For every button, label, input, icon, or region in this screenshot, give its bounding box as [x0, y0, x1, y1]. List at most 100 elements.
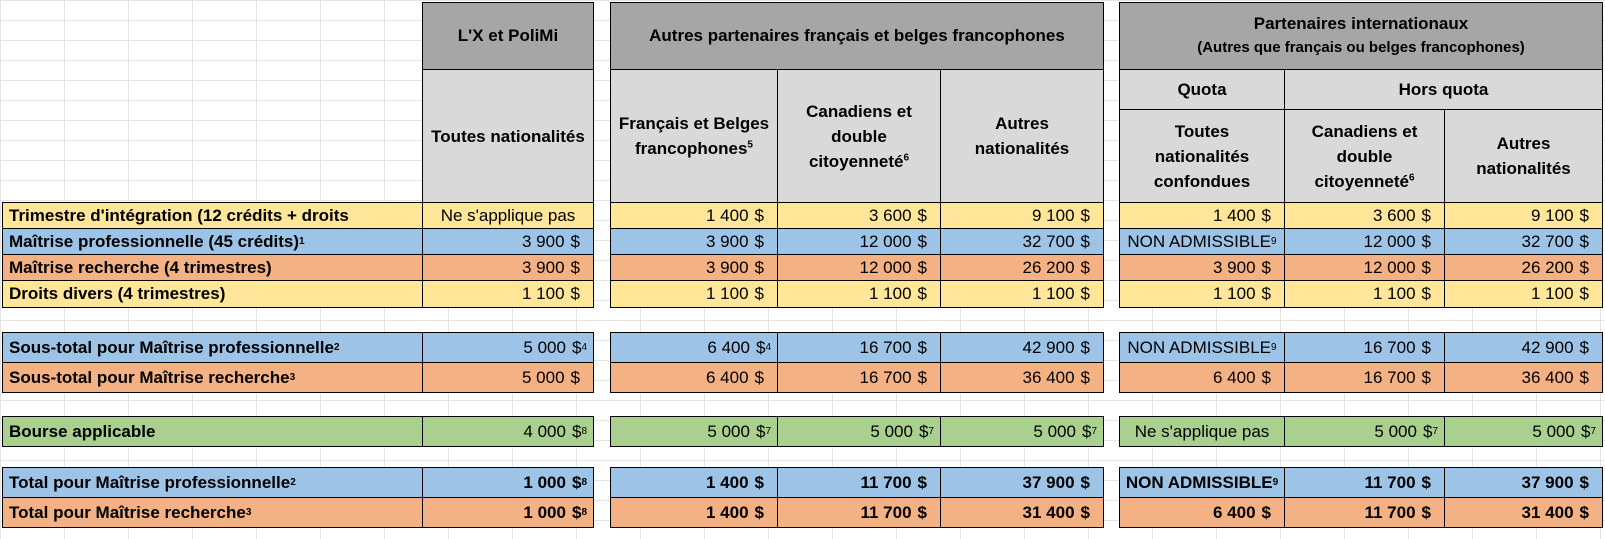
currency-symbol: $ — [917, 257, 927, 277]
cell-fr2-bourse: 5 000 $7 — [777, 416, 941, 447]
amount-value: 3 600 — [868, 205, 912, 225]
amount-value: 5 000 — [870, 421, 913, 441]
currency-symbol: $ — [1579, 205, 1589, 225]
subheader-fr2-line2: double — [831, 126, 887, 146]
amount-value: 37 900 — [1521, 472, 1574, 492]
amount-value: 16 700 — [1363, 367, 1416, 387]
cell-x-maitrise-pro: 3 900 $ — [422, 228, 594, 255]
cell-i1-trimestre: 1 400 $ — [1119, 202, 1285, 229]
subheader-i3-line1: Autres — [1496, 134, 1551, 153]
cell-fr2-tot-rech: 11 700 $ — [777, 497, 941, 528]
cell-text: NON ADMISSIBLE — [1127, 337, 1272, 357]
row-label-tot-pro: Total pour Maîtrise professionnelle 2 — [2, 467, 423, 498]
cell-fr3-tot-pro: 37 900 $ — [940, 467, 1104, 498]
currency-symbol: $ — [1080, 472, 1090, 492]
currency-symbol: $ — [755, 337, 766, 357]
amount-value: 37 900 — [1022, 472, 1075, 492]
amount-value: 1 000 — [523, 502, 566, 522]
cell-i2-bourse: 5 000 $7 — [1284, 416, 1445, 447]
subheader-fr1-line1: Français et Belges — [618, 114, 770, 133]
currency-symbol: $ — [1261, 284, 1271, 303]
amount-value: 5 000 — [521, 367, 565, 387]
currency-symbol: $ — [1421, 231, 1431, 251]
currency-symbol: $ — [1580, 421, 1591, 441]
cell-text: NON ADMISSIBLE — [1125, 472, 1273, 492]
amount-value: 1 400 — [1212, 205, 1256, 225]
subheader-i3-line2: nationalités — [1476, 159, 1571, 178]
row-label-text: Total pour Maîtrise recherche — [9, 502, 246, 522]
currency-symbol: $ — [1421, 284, 1431, 303]
cell-fr2-maitrise-pro: 12 000 $ — [777, 228, 941, 255]
currency-symbol: $ — [917, 205, 927, 225]
currency-symbol: $ — [917, 231, 927, 251]
cell-fr1-tot-rech: 1 400 $ — [610, 497, 778, 528]
amount-value: 11 700 — [1364, 502, 1416, 522]
amount-value: 5 000 — [1033, 421, 1076, 441]
currency-symbol: $ — [570, 367, 580, 387]
row-label-st-pro: Sous-total pour Maîtrise professionnelle… — [2, 332, 423, 363]
cell-i1-bourse: Ne s'applique pas — [1119, 416, 1285, 447]
amount-value: 1 100 — [521, 284, 565, 303]
cell-i2-st-rech: 16 700 $ — [1284, 362, 1445, 393]
currency-symbol: $ — [571, 502, 582, 522]
amount-value: 36 400 — [1521, 367, 1574, 387]
footnote-ref: 6 — [1408, 171, 1415, 183]
amount-value: 26 200 — [1521, 257, 1574, 277]
currency-symbol: $ — [570, 257, 580, 277]
amount-value: 16 700 — [1363, 337, 1416, 357]
currency-symbol: $ — [1579, 472, 1589, 492]
cell-i3-tot-rech: 31 400 $ — [1444, 497, 1603, 528]
currency-symbol: $ — [1261, 502, 1271, 522]
amount-value: 3 900 — [521, 257, 565, 277]
currency-symbol: $ — [1421, 257, 1431, 277]
subheader-fr-francais-belges: Français et Belges francophones5 — [610, 69, 778, 203]
amount-value: 12 000 — [1363, 257, 1416, 277]
currency-symbol: $ — [1261, 205, 1271, 225]
currency-symbol: $ — [1421, 205, 1431, 225]
amount-value: 12 000 — [859, 231, 912, 251]
header-french-partners-label: Autres partenaires français et belges fr… — [649, 26, 1065, 45]
subheader-hors-quota: Hors quota — [1284, 69, 1603, 110]
amount-value: 42 900 — [1521, 337, 1574, 357]
cell-x-droits: 1 100 $ — [422, 280, 594, 308]
currency-symbol: $ — [1080, 257, 1090, 277]
subheader-x-label: Toutes nationalités — [431, 126, 585, 146]
cell-i2-maitrise-rech: 12 000 $ — [1284, 254, 1445, 281]
amount-value: 31 400 — [1521, 502, 1574, 522]
cell-i3-st-pro: 42 900 $ — [1444, 332, 1603, 363]
cell-fr2-st-rech: 16 700 $ — [777, 362, 941, 393]
subheader-i2-line2: double — [1336, 146, 1393, 166]
row-label-bourse: Bourse applicable — [2, 416, 423, 447]
amount-value: 6 400 — [705, 367, 749, 387]
cell-text: Ne s'applique pas — [440, 205, 576, 225]
cell-i1-tot-pro: NON ADMISSIBLE 9 — [1119, 467, 1285, 498]
subheader-quota: Quota — [1119, 69, 1285, 110]
amount-value: 5 000 — [707, 421, 750, 441]
cell-i3-maitrise-pro: 32 700 $ — [1444, 228, 1603, 255]
currency-symbol: $ — [754, 284, 764, 303]
subheader-i1-line3: confondues — [1153, 171, 1251, 191]
cell-fr2-tot-pro: 11 700 $ — [777, 467, 941, 498]
header-x-polimi-label: L'X et PoliMi — [457, 26, 559, 45]
row-label-text: Bourse applicable — [9, 421, 156, 441]
currency-symbol: $ — [754, 231, 764, 251]
cell-i2-tot-rech: 11 700 $ — [1284, 497, 1445, 528]
cell-fr3-maitrise-rech: 26 200 $ — [940, 254, 1104, 281]
subheader-x-all-nationalities: Toutes nationalités — [422, 69, 594, 203]
currency-symbol: $ — [1421, 502, 1431, 522]
amount-value: 1 400 — [705, 205, 749, 225]
currency-symbol: $ — [917, 337, 927, 357]
cell-fr1-st-rech: 6 400 $ — [610, 362, 778, 393]
currency-symbol: $ — [918, 421, 929, 441]
amount-value: 1 100 — [1031, 284, 1075, 303]
currency-symbol: $ — [1080, 284, 1090, 303]
amount-value: 3 600 — [1372, 205, 1416, 225]
subheader-i2-line1: Canadiens et — [1311, 121, 1418, 141]
currency-symbol: $ — [1421, 337, 1431, 357]
header-international-partners: Partenaires internationaux (Autres que f… — [1119, 2, 1603, 70]
subheader-quota-label: Quota — [1177, 80, 1227, 99]
currency-symbol: $ — [570, 231, 580, 251]
cell-fr3-trimestre: 9 100 $ — [940, 202, 1104, 229]
subheader-hors-quota-label: Hors quota — [1398, 80, 1489, 99]
cell-x-trimestre: Ne s'applique pas — [422, 202, 594, 229]
